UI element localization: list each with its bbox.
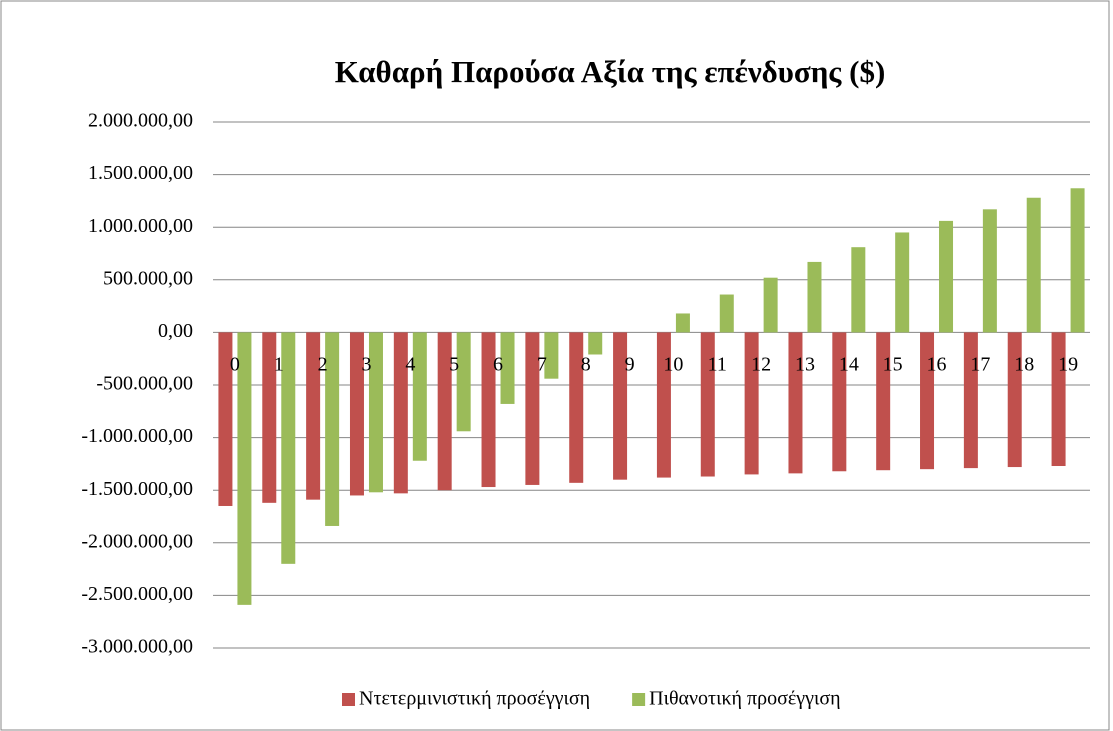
legend-label: Ντετερμινιστική προσέγγιση [359,688,590,710]
x-tick-label: 0 [230,354,240,376]
x-tick-label: 19 [1058,354,1078,376]
bar [500,332,515,404]
y-tick-label: 2.000.000,00 [88,110,193,132]
bar [613,332,628,480]
x-tick-label: 14 [839,354,859,376]
bar [588,332,603,355]
bar [1026,197,1041,333]
bar [807,261,822,333]
bar [325,332,340,526]
bar [437,332,452,491]
x-tick-label: 16 [927,354,947,376]
bar [237,332,252,605]
bar [262,332,277,503]
bar [851,247,866,333]
y-tick-label: -1.500.000,00 [81,478,193,500]
bar [218,332,233,506]
legend-label: Πιθανοτική προσέγγιση [649,688,840,710]
x-tick-label: 12 [751,354,771,376]
bar [832,332,847,472]
bar [675,313,690,333]
y-tick-label: -3.000.000,00 [81,636,193,658]
bar [895,232,910,333]
x-tick-label: 13 [795,354,815,376]
x-tick-label: 11 [708,354,727,376]
x-tick-label: 18 [1014,354,1034,376]
x-tick-label: 6 [493,354,503,376]
bar [1007,332,1022,468]
legend-swatch [342,693,355,706]
bar [393,332,408,494]
bar [939,220,954,333]
x-tick-label: 4 [405,354,415,376]
bar [788,332,803,474]
bar [368,332,383,493]
y-tick-label: 500.000,00 [103,267,193,289]
bar [306,332,321,500]
bar [744,332,759,475]
x-tick-label: 7 [537,354,547,376]
bar [982,209,997,333]
bar [349,332,364,496]
bar [412,332,427,461]
bar [1070,188,1085,333]
bar [963,332,978,469]
x-tick-label: 10 [663,354,683,376]
bar [876,332,891,471]
y-tick-label: -500.000,00 [96,373,193,395]
bar [719,294,734,333]
bar [544,332,559,379]
x-tick-label: 8 [581,354,591,376]
x-tick-label: 9 [625,354,635,376]
y-tick-label: -2.500.000,00 [81,583,193,605]
bar [569,332,584,483]
bar [481,332,496,488]
bar [700,332,715,477]
bar [456,332,471,432]
x-tick-label: 1 [274,354,284,376]
x-tick-label: 5 [449,354,459,376]
bar [1051,332,1066,467]
x-tick-label: 17 [970,354,990,376]
bar [281,332,296,564]
y-tick-label: 1.000.000,00 [88,215,193,237]
bar [763,277,778,333]
y-tick-label: 1.500.000,00 [88,162,193,184]
y-tick-label: -1.000.000,00 [81,425,193,447]
y-tick-label: -2.000.000,00 [81,530,193,552]
x-tick-label: 15 [883,354,903,376]
chart-title: Καθαρή Παρούσα Αξία της επένδυσης ($) [335,54,886,89]
x-tick-label: 3 [361,354,371,376]
bar [656,332,671,478]
y-tick-label: 0,00 [158,320,193,342]
bar [525,332,540,485]
x-tick-label: 2 [318,354,328,376]
legend-swatch [632,693,646,706]
bar [920,332,935,470]
